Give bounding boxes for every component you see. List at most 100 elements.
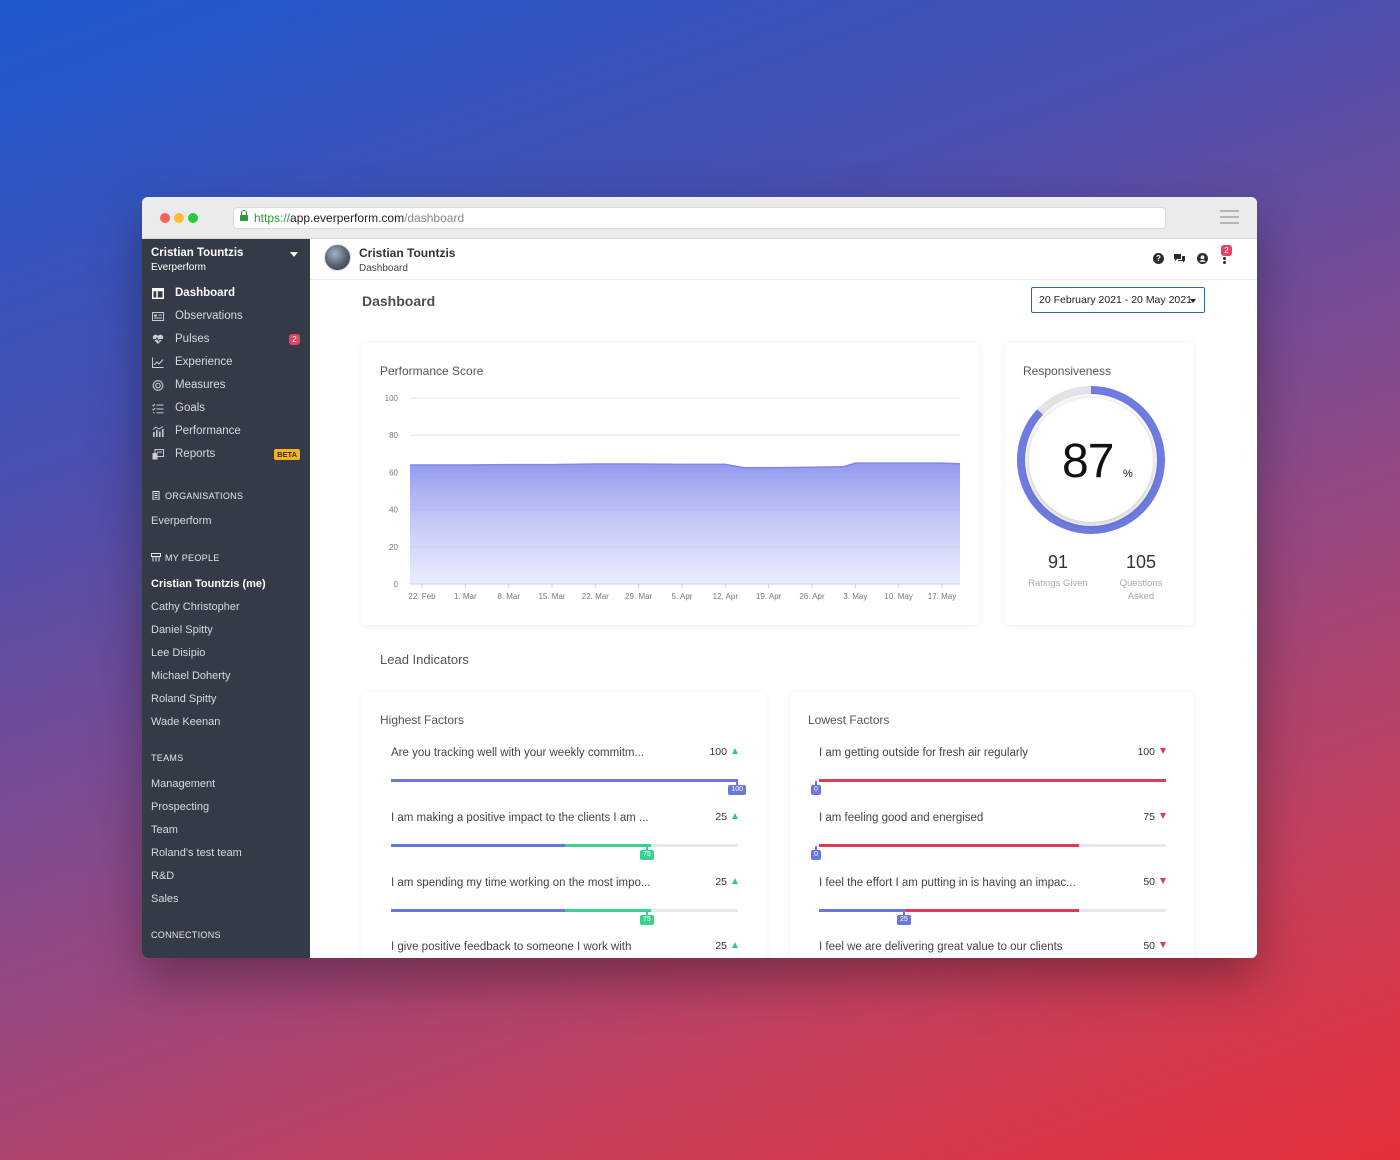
factor-row[interactable]: Are you tracking well with your weekly c… bbox=[391, 746, 746, 807]
heart-pulse-icon bbox=[152, 334, 164, 344]
team-link[interactable]: R&D bbox=[151, 870, 175, 882]
x-tick-label: 22. Feb bbox=[408, 592, 436, 601]
factor-row[interactable]: I am feeling good and energised 75 0 bbox=[811, 811, 1166, 872]
factor-score: 100 bbox=[1137, 746, 1166, 758]
performance-score-title: Performance Score bbox=[380, 364, 484, 378]
sidebar: Cristian Tountzis Everperform Dashboard … bbox=[142, 239, 310, 958]
y-tick-label: 100 bbox=[385, 394, 399, 403]
list-check-icon bbox=[152, 403, 164, 414]
user-circle-icon[interactable] bbox=[1197, 253, 1208, 264]
factor-bar-increase bbox=[564, 844, 652, 847]
gauge-progress bbox=[1017, 386, 1165, 534]
chevron-down-icon bbox=[290, 252, 298, 257]
factor-row[interactable]: I give positive feedback to someone I wo… bbox=[391, 940, 738, 958]
url-scheme: https:// bbox=[254, 211, 291, 225]
person-link[interactable]: Cathy Christopher bbox=[151, 601, 240, 613]
person-link[interactable]: Lee Disipio bbox=[151, 647, 206, 659]
factor-text: Are you tracking well with your weekly c… bbox=[391, 747, 645, 759]
nav-goals[interactable]: Goals bbox=[142, 397, 310, 420]
main-content: Cristian Tountzis Dashboard ? 2 Dashboar… bbox=[310, 239, 1257, 958]
help-icon[interactable]: ? bbox=[1153, 253, 1164, 264]
organisation-link[interactable]: Everperform bbox=[151, 515, 212, 527]
y-tick-label: 60 bbox=[389, 468, 398, 477]
nav-performance[interactable]: Performance bbox=[142, 420, 310, 443]
factor-bar bbox=[391, 909, 738, 912]
chat-icon[interactable] bbox=[1173, 253, 1186, 263]
nav-reports[interactable]: Reports BETA bbox=[142, 443, 310, 466]
person-link-me[interactable]: Cristian Tountzis (me) bbox=[151, 578, 266, 590]
factor-row[interactable]: I am making a positive impact to the cli… bbox=[391, 811, 738, 872]
series-line bbox=[410, 462, 961, 469]
x-tick-label: 3. May bbox=[843, 592, 867, 601]
ratings-given-value: 91 bbox=[1047, 552, 1069, 572]
factor-bar-increase bbox=[564, 909, 652, 912]
team-link[interactable]: Management bbox=[151, 778, 216, 790]
factor-bar-decrease bbox=[905, 909, 1080, 912]
account-switcher[interactable]: Cristian Tountzis Everperform bbox=[151, 247, 300, 273]
team-link[interactable]: Sales bbox=[151, 893, 179, 905]
org-chart-icon bbox=[151, 553, 161, 562]
main-nav: Dashboard Observations Pulses 2 Experien… bbox=[142, 282, 310, 466]
responsiveness-card: Responsiveness 87 % 91 Ratings Given 105… bbox=[1005, 343, 1193, 625]
sidebar-user-name: Cristian Tountzis bbox=[151, 247, 244, 259]
nav-label: Reports bbox=[175, 448, 216, 460]
performance-score-chart: 100 80 60 40 20 0 22. Feb 1. Mar 8. Mar 15. Mar 2… bbox=[385, 394, 961, 601]
nav-dashboard[interactable]: Dashboard bbox=[142, 282, 310, 305]
trend-up-icon bbox=[732, 748, 738, 754]
factor-bar bbox=[819, 844, 1166, 847]
nav-label: Measures bbox=[175, 379, 226, 391]
y-tick-label: 20 bbox=[389, 543, 398, 552]
x-tick-label: 29. Mar bbox=[625, 592, 652, 601]
pulses-badge: 2 bbox=[289, 334, 300, 345]
nav-pulses[interactable]: Pulses 2 bbox=[142, 328, 310, 351]
factor-row[interactable]: I feel the effort I am putting in is hav… bbox=[819, 876, 1166, 937]
factor-score: 100 bbox=[709, 746, 738, 758]
target-icon bbox=[152, 380, 164, 391]
close-window-button[interactable] bbox=[160, 213, 170, 223]
person-link[interactable]: Roland Spitty bbox=[151, 693, 217, 705]
more-vertical-icon[interactable]: 2 bbox=[1221, 245, 1232, 266]
factor-marker: 0 bbox=[811, 846, 821, 860]
url-path: /dashboard bbox=[404, 211, 465, 225]
ratings-given-label: Ratings Given bbox=[1028, 578, 1088, 589]
connections-heading: CONNECTIONS bbox=[151, 930, 221, 940]
nav-measures[interactable]: Measures bbox=[142, 374, 310, 397]
person-link[interactable]: Wade Keenan bbox=[151, 716, 221, 728]
nav-observations[interactable]: Observations bbox=[142, 305, 310, 328]
factor-text: I feel the effort I am putting in is hav… bbox=[819, 877, 1076, 889]
browser-menu-icon[interactable] bbox=[1220, 210, 1239, 228]
factor-row[interactable]: I am getting outside for fresh air regul… bbox=[811, 746, 1166, 807]
lead-indicators-title: Lead Indicators bbox=[380, 652, 469, 667]
trend-up-icon bbox=[732, 942, 738, 948]
x-tick-label: 17. May bbox=[928, 592, 956, 601]
topbar-subtitle: Dashboard bbox=[359, 263, 408, 274]
factor-row[interactable]: I am spending my time working on the mos… bbox=[391, 876, 738, 937]
factor-score: 50 bbox=[1143, 940, 1166, 952]
person-link[interactable]: Daniel Spitty bbox=[151, 624, 213, 636]
person-link[interactable]: Michael Doherty bbox=[151, 670, 231, 682]
team-link[interactable]: Prospecting bbox=[151, 801, 210, 813]
x-tick-label: 15. Mar bbox=[538, 592, 565, 601]
notification-badge: 2 bbox=[1221, 245, 1232, 256]
team-link[interactable]: Team bbox=[151, 824, 178, 836]
address-bar[interactable]: https://app.everperform.com/dashboard bbox=[233, 207, 1166, 229]
factor-marker: 0 bbox=[811, 781, 821, 795]
nav-label: Goals bbox=[175, 402, 206, 414]
factor-score: 50 bbox=[1143, 876, 1166, 888]
factor-text: I am spending my time working on the mos… bbox=[391, 877, 651, 889]
minimize-window-button[interactable] bbox=[174, 213, 184, 223]
factor-marker: 75 bbox=[640, 846, 654, 860]
reports-icon bbox=[152, 449, 164, 460]
x-tick-label: 1. Mar bbox=[454, 592, 477, 601]
topbar-user-name: Cristian Tountzis bbox=[359, 246, 456, 260]
team-link[interactable]: Roland's test team bbox=[151, 847, 242, 859]
avatar[interactable] bbox=[324, 244, 351, 271]
factor-row[interactable]: I feel we are delivering great value to … bbox=[819, 940, 1166, 958]
trend-down-icon bbox=[1160, 878, 1166, 884]
nav-experience[interactable]: Experience bbox=[142, 351, 310, 374]
page-title: Dashboard bbox=[362, 293, 436, 309]
factor-score: 25 bbox=[715, 811, 738, 823]
maximize-window-button[interactable] bbox=[188, 213, 198, 223]
date-range-picker[interactable]: 20 February 2021 - 20 May 2021 bbox=[1031, 287, 1205, 313]
y-tick-label: 40 bbox=[389, 506, 398, 515]
